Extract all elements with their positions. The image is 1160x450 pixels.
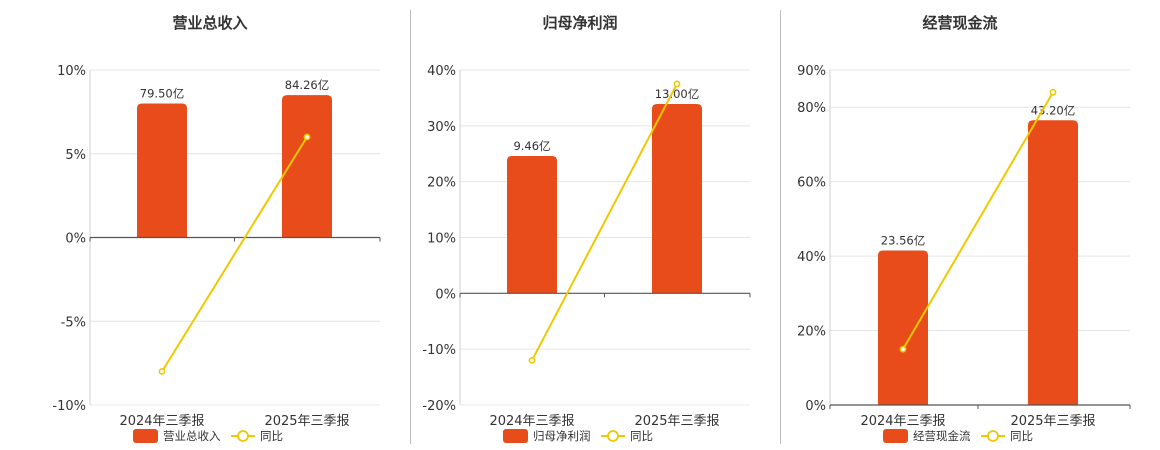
legend-label-line: 同比 [630, 429, 653, 443]
bar [1028, 120, 1078, 405]
bar-data-label: 23.56亿 [881, 234, 925, 248]
y-tick-label: 80% [797, 101, 826, 116]
y-tick-label: 10% [57, 64, 86, 79]
line-point [528, 356, 536, 364]
y-tick-label: -20% [422, 399, 456, 414]
legend-swatch-bar [883, 429, 908, 443]
y-tick-label: -10% [422, 343, 456, 358]
y-tick-label: 40% [427, 64, 456, 79]
x-category-label: 2024年三季报 [489, 414, 574, 429]
line-point [899, 345, 907, 353]
bar-data-label: 84.26亿 [285, 78, 329, 92]
chart-title: 营业总收入 [172, 14, 247, 32]
y-tick-label: 30% [427, 120, 456, 135]
series-line [161, 136, 308, 373]
bar-data-label: 43.20亿 [1031, 103, 1075, 117]
panel-divider [780, 10, 781, 444]
y-tick-label: 60% [797, 176, 826, 191]
line-point [673, 80, 681, 88]
bar [137, 103, 187, 238]
line-point [1049, 88, 1057, 96]
legend-swatch-point [237, 430, 249, 442]
line-point [303, 133, 311, 141]
x-category-label: 2025年三季报 [1010, 414, 1095, 429]
bar-data-label: 9.46亿 [513, 139, 550, 153]
panel-divider [410, 10, 411, 444]
line-point [158, 368, 166, 375]
y-tick-label: 0% [65, 232, 86, 247]
chart-title: 归母净利润 [542, 14, 617, 32]
series-line [531, 83, 678, 361]
y-tick-label: 90% [797, 64, 826, 79]
y-tick-label: 0% [435, 287, 456, 302]
legend-label-bar: 营业总收入 [163, 429, 221, 443]
bar [652, 104, 702, 294]
y-tick-label: -5% [61, 315, 86, 330]
bar [282, 95, 332, 238]
y-tick-label: 5% [65, 148, 86, 163]
legend-label-line: 同比 [1010, 429, 1033, 443]
bar-data-label: 13.00亿 [655, 87, 699, 101]
y-tick-label: -10% [52, 399, 86, 414]
y-tick-label: 20% [797, 325, 826, 340]
x-category-label: 2025年三季报 [264, 414, 349, 429]
chart-title: 经营现金流 [922, 14, 997, 32]
x-category-label: 2024年三季报 [860, 414, 945, 429]
legend-label-line: 同比 [260, 429, 283, 443]
y-tick-label: 10% [427, 232, 456, 247]
x-category-label: 2025年三季报 [634, 414, 719, 429]
x-category-label: 2024年三季报 [119, 414, 204, 429]
y-tick-label: 20% [427, 176, 456, 191]
y-tick-label: 40% [797, 250, 826, 265]
legend-label-bar: 经营现金流 [913, 429, 971, 443]
series-line [902, 91, 1054, 350]
legend-swatch-bar [133, 429, 158, 443]
legend-swatch-point [607, 430, 619, 442]
legend-label-bar: 归母净利润 [533, 429, 591, 443]
legend-swatch-bar [503, 429, 528, 443]
bar [507, 155, 557, 294]
y-tick-label: 0% [805, 399, 826, 414]
legend-swatch-point [987, 430, 999, 442]
bar [878, 250, 928, 405]
bar-data-label: 79.50亿 [140, 87, 184, 101]
